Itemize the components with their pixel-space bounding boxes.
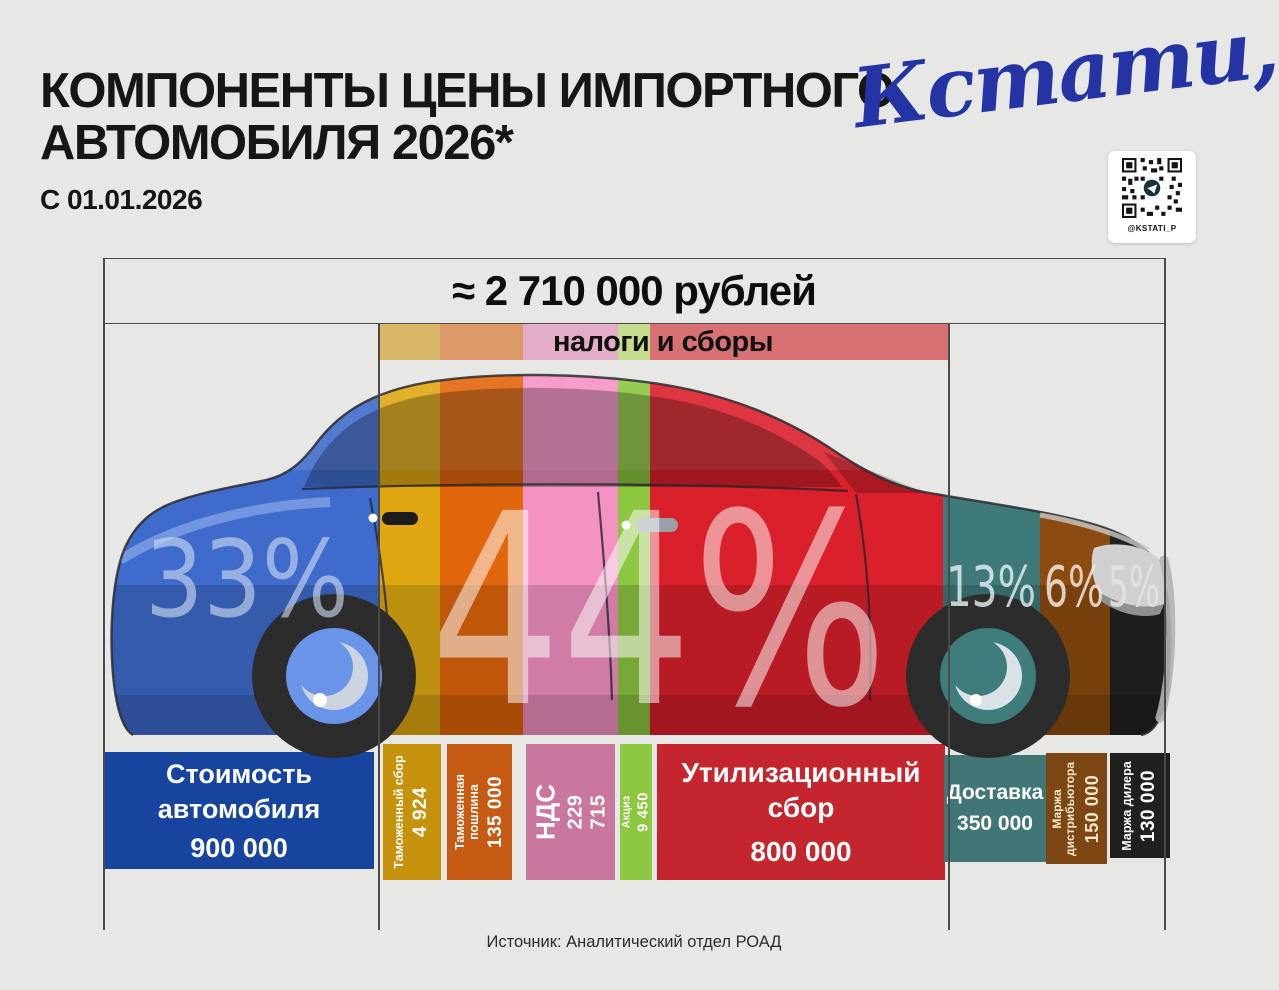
percent-distributor: 6%	[1044, 555, 1104, 620]
label-box-car-cost: Стоимость автомобиля 900 000	[104, 752, 374, 869]
qr-caption: @KSTATI_P	[1127, 224, 1177, 233]
page-title: КОМПОНЕНТЫ ЦЕНЫ ИМПОРТНОГО АВТОМОБИЛЯ 20…	[40, 64, 895, 216]
delivery-label: Доставка	[946, 781, 1044, 804]
recycling-value: 800 000	[750, 835, 852, 867]
percent-car-cost: 33%	[145, 518, 349, 641]
label-box-vat: НДС 229 715	[526, 744, 615, 880]
recycling-label: Утилизационный сбор	[681, 757, 921, 823]
title-line-2: АВТОМОБИЛЯ 2026*	[40, 115, 514, 170]
qr-code-icon	[1122, 158, 1182, 218]
source-note: Источник: Аналитический отдел РОАД	[486, 933, 782, 951]
frame-line-right	[1164, 258, 1166, 930]
car-cost-value: 900 000	[190, 833, 288, 864]
label-box-customs-duty: Таможенная пошлина 135 000	[447, 744, 512, 880]
label-box-delivery: Доставка 350 000	[944, 755, 1046, 862]
title-line-1: КОМПОНЕНТЫ ЦЕНЫ ИМПОРТНОГО	[40, 64, 895, 118]
car-band-excise	[618, 375, 650, 735]
tax-band-segment-customs-duty	[440, 324, 523, 360]
label-box-excise: Акциз 9 450	[620, 744, 652, 880]
total-price: ≈ 2 710 000 рублей	[452, 267, 817, 314]
frame-line-taxes-end	[948, 323, 950, 930]
car-windshield	[824, 452, 926, 493]
front-wheel	[906, 594, 1070, 758]
car-cost-label: Стоимость автомобиля	[157, 758, 321, 824]
car-front-bumper	[1155, 555, 1176, 723]
tax-band-segment-excise	[618, 324, 650, 360]
tax-band-segment-customs-fee	[378, 324, 440, 360]
tax-group-label: налоги и сборы	[552, 325, 774, 358]
label-box-distributor: Маржа дистрибьютора 150 000	[1046, 753, 1107, 864]
car-band-customs-duty	[440, 375, 523, 735]
door-handle-front	[621, 518, 678, 532]
door-handle-rear	[368, 512, 418, 525]
label-box-dealer: Маржа дилера 130 000	[1110, 753, 1170, 858]
frame-line-taxes-start	[378, 323, 380, 930]
percent-dealer: 5%	[1108, 555, 1160, 620]
car-windows	[304, 387, 842, 487]
percent-tax-group: 44%	[430, 458, 888, 766]
tax-band-segment-vat	[523, 324, 618, 360]
frame-line-left	[103, 258, 105, 930]
percent-delivery: 13%	[946, 555, 1036, 620]
car-headlight	[1091, 544, 1168, 607]
car-band-vat	[523, 375, 618, 735]
label-box-recycling: Утилизационный сбор 800 000	[657, 744, 945, 880]
rear-wheel	[252, 594, 416, 758]
total-price-box: ≈ 2 710 000 рублей	[103, 258, 1165, 324]
effective-date: С 01.01.2026	[40, 183, 203, 215]
tax-group-band	[378, 324, 948, 360]
delivery-value: 350 000	[957, 812, 1033, 835]
qr-code-card[interactable]: @KSTATI_P	[1108, 151, 1196, 243]
label-box-customs-fee: Таможенный сбор 4 924	[383, 744, 441, 880]
tax-band-segment-recycling	[650, 324, 948, 360]
